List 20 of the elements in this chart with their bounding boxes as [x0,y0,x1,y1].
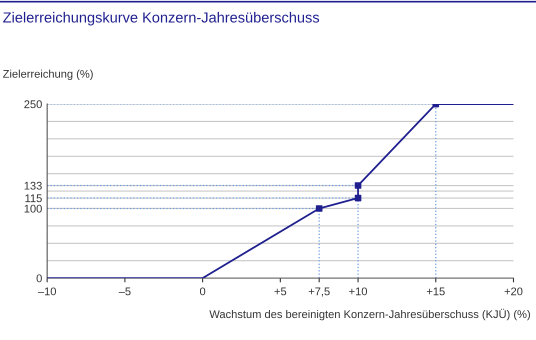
x-tick-label: +5 [274,288,286,296]
line-series [47,104,514,278]
point [316,205,322,212]
chart-title: Zielerreichungskurve Konzern-Jahresüberschuss [3,12,320,26]
y-tick-label: 115 [25,194,42,202]
x-tick-label: –5 [118,288,131,296]
y-axis-title: Zielerreichung (%) [3,70,93,80]
x-tick-label: +20 [504,287,522,296]
x-tick-label: +10 [349,287,368,296]
y-tick-label: 100 [24,204,42,213]
point [354,182,362,189]
x-tick-label: –10 [38,287,56,296]
y-tick-label: 250 [24,100,42,108]
x-tick-label: +15 [426,288,445,296]
x-axis-title: Wachstum des bereinigten Konzern-Jahresüberschuss (KJÜ) (%) [209,308,530,320]
point [354,194,362,202]
y-tick-label: 133 [24,182,42,190]
y-tick-label: 0 [36,274,42,282]
x-tick-label: +7,5 [308,288,330,297]
x-tick-label: 0 [200,287,206,296]
